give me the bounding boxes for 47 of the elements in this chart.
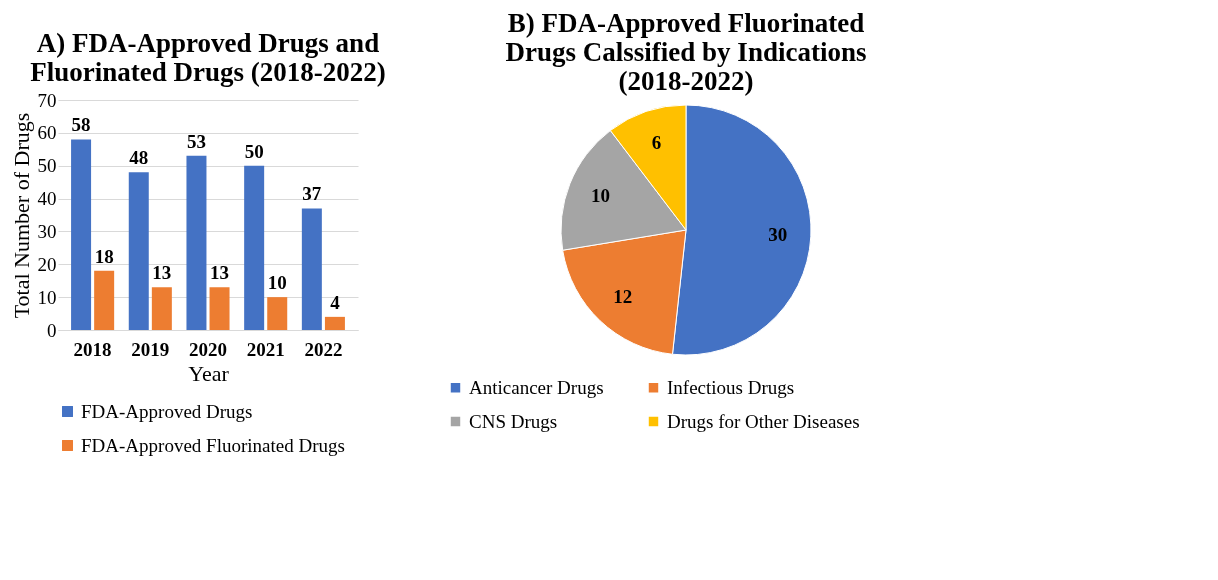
legend-label: Infectious Drugs [667,376,795,398]
data-label: 4 [330,291,341,313]
data-label: 10 [267,272,287,294]
y-axis-title: Total Number of Drugs [8,112,34,319]
data-label: 10 [591,184,611,206]
bar [94,270,115,330]
x-tick-label: 2020 [189,338,227,360]
y-tick-label: 40 [37,188,57,210]
bar [209,287,230,330]
bar [267,297,288,330]
y-tick-label: 10 [37,286,57,308]
x-axis-title: Year [188,360,230,386]
data-label: 48 [129,147,149,169]
bar [151,287,172,330]
data-label: 12 [613,285,633,307]
data-label: 30 [768,223,788,245]
y-tick-label: 20 [37,253,57,275]
data-label: 58 [71,114,91,136]
data-label: 13 [210,262,230,284]
y-tick-label: 0 [47,319,57,341]
data-label: 13 [152,262,172,284]
bar [71,139,92,330]
x-tick-label: 2022 [304,338,343,360]
x-tick-label: 2019 [131,338,170,360]
x-tick-label: 2021 [246,338,285,360]
y-tick-label: 70 [37,89,57,111]
bar [128,172,149,330]
y-tick-label: 50 [37,155,57,177]
legend-label: CNS Drugs [469,410,558,432]
x-tick-label: 2018 [73,338,112,360]
y-tick-label: 30 [37,220,57,242]
legend-label: FDA-Approved Drugs [81,400,253,422]
data-label: 50 [244,140,264,162]
chart-title: B) FDA-Approved Fluorinated Drugs Calssified by Indications (2018-2022) [505,8,867,96]
legend-label: Drugs for Other Diseases [667,410,860,432]
data-label: 37 [302,183,322,205]
bar [244,165,265,330]
y-tick-label: 60 [37,122,57,144]
data-label: 18 [94,245,114,267]
legend-label: FDA-Approved Fluorinated Drugs [81,434,345,456]
bar [186,155,207,330]
bar [301,208,322,330]
chart-title: A) FDA-Approved Drugs and Fluorinated Drugs (2018-2022) [30,28,386,87]
data-label: 6 [651,131,662,153]
legend-label: Anticancer Drugs [469,376,604,398]
data-label: 53 [186,130,206,152]
bar [324,316,345,330]
